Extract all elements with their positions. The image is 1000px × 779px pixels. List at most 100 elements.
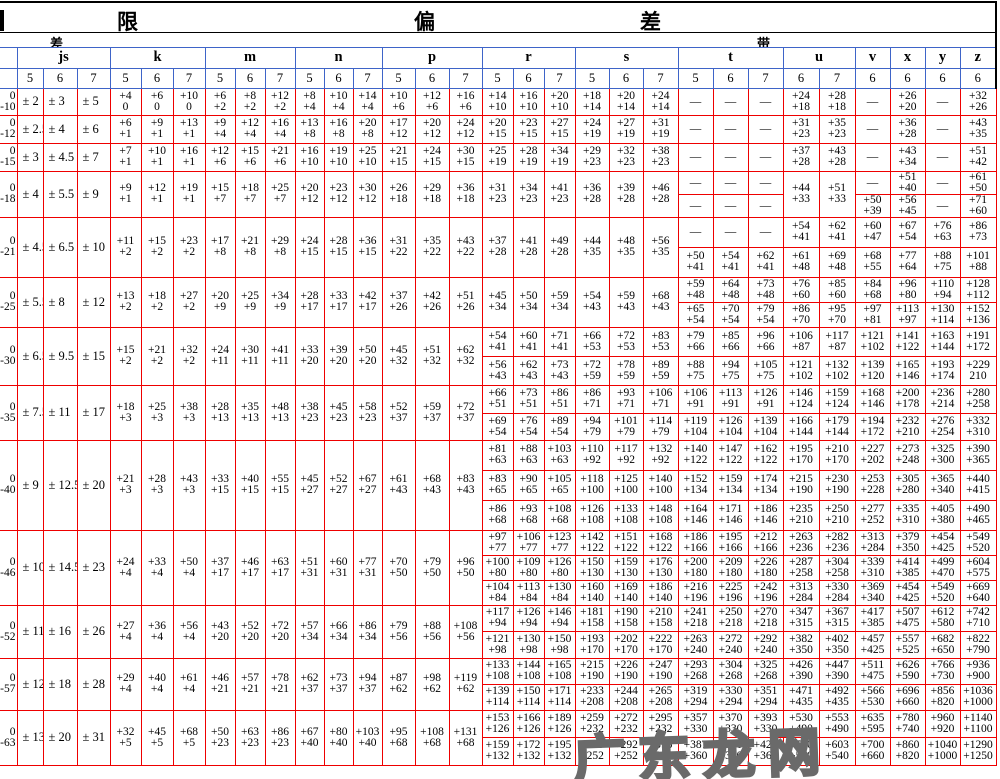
s-cell: +46 +28 [642, 170, 679, 218]
r-cell: +153 +126 [481, 709, 514, 738]
p-cell: +30 +15 [448, 142, 483, 172]
n-cell: +45 +27 [294, 439, 325, 531]
r-cell: +37 +28 [481, 216, 514, 278]
r-cell: +172 +132 [512, 736, 545, 766]
t-cell: — [747, 87, 784, 116]
y-cell: +236 +214 [924, 384, 961, 414]
t-cell: +65 +54 [677, 301, 714, 328]
y-cell: +549 +520 [924, 579, 961, 606]
r-cell: +41 +28 [512, 216, 545, 278]
r-cell: +71 +41 [543, 326, 576, 357]
m-cell: +29 +8 [264, 216, 296, 278]
v-cell: +194 +172 [854, 412, 891, 441]
deviation-row: 0-25± 5.5± 8± 12+13+2+18+2+27+2+20+9+25+… [0, 276, 997, 328]
s-cell: +169 +140 [608, 579, 644, 606]
x-cell: +77 +64 [889, 246, 926, 278]
z-cell: +742 +710 [959, 604, 997, 632]
clipped-cell: 0 -63 [0, 709, 18, 766]
k-cell: +61 +4 [172, 657, 206, 711]
k-cell: +27 +2 [172, 276, 206, 328]
k-cell: +27 +4 [109, 604, 142, 659]
x-cell: +305 +280 [889, 469, 926, 501]
k-cell: +6 +1 [109, 114, 142, 144]
r-cell: +20 +15 [481, 114, 514, 144]
s-cell: +202 +170 [608, 630, 644, 659]
k-cell: +10 +1 [140, 142, 174, 172]
js-cell: ± 3 [42, 87, 78, 116]
t-cell: +59 +48 [677, 276, 714, 303]
u-cell: +402 +350 [818, 630, 856, 659]
x-cell: +557 +525 [889, 630, 926, 659]
m-cell: +28 +13 [204, 384, 236, 441]
t-cell: +85 +66 [712, 326, 749, 357]
r-cell: +130 +84 [543, 579, 576, 606]
u-cell: +69 +48 [818, 246, 856, 278]
grade-label: 5 [109, 67, 142, 89]
v-cell: +566 +530 [854, 683, 891, 711]
n-cell: +42 +17 [352, 276, 383, 328]
z-cell: +32 +26 [959, 87, 997, 116]
x-cell: +232 +210 [889, 412, 926, 441]
z-cell: +43 +35 [959, 114, 997, 144]
r-cell: +20 +10 [543, 87, 576, 116]
js-cell: ± 20 [42, 709, 78, 766]
t-cell: +62 +41 [747, 246, 784, 278]
m-cell: +25 +9 [234, 276, 266, 328]
column-group-label-z: z [959, 46, 998, 69]
subtitle-char: 差 [50, 36, 64, 47]
clipped-cell: 0 -35 [0, 384, 18, 441]
r-cell: +113 +84 [512, 579, 545, 606]
t-cell: +319 +294 [677, 683, 714, 711]
v-cell: +369 +340 [854, 579, 891, 606]
n-cell: +24 +15 [294, 216, 325, 278]
watermark: 广东龙网 [571, 721, 836, 779]
r-cell: +28 +19 [512, 142, 545, 172]
y-cell: — [924, 193, 961, 218]
s-cell: +272 +232 [608, 709, 644, 738]
p-cell: +16 +6 [448, 87, 483, 116]
t-cell: — [747, 142, 784, 172]
s-cell: +110 +92 [574, 439, 610, 471]
n-cell: +14 +4 [352, 87, 383, 116]
u-cell: +76 +60 [782, 276, 820, 303]
r-cell: +126 +80 [543, 554, 576, 581]
m-cell: +46 +17 [234, 529, 266, 606]
r-cell: +133 +108 [481, 657, 514, 685]
p-cell: +88 +56 [414, 604, 450, 659]
z-cell: +1290 +1250 [959, 736, 997, 766]
s-cell: +132 +92 [642, 439, 679, 471]
u-cell: +31 +23 [782, 114, 820, 144]
t-cell: +113 +91 [712, 384, 749, 414]
table-subtitle-cell: 差带 [0, 32, 998, 48]
js-cell: ± 4 [42, 114, 78, 144]
m-cell: +8 +2 [234, 87, 266, 116]
t-cell: — [747, 193, 784, 218]
js-cell: ± 18 [42, 657, 78, 711]
js-cell: ± 11.5 [16, 604, 44, 659]
title-char: 差 [640, 10, 661, 32]
t-cell: +186 +146 [747, 499, 784, 531]
js-cell: ± 2.5 [16, 114, 44, 144]
y-cell: +766 +730 [924, 657, 961, 685]
p-cell: +131 +68 [448, 709, 483, 766]
u-cell: +215 +190 [782, 469, 820, 501]
r-cell: +16 +10 [512, 87, 545, 116]
u-cell: +166 +144 [782, 412, 820, 441]
m-cell: +33 +15 [204, 439, 236, 531]
k-cell: +12 +1 [140, 170, 174, 218]
m-cell: +37 +17 [204, 529, 236, 606]
x-cell: +454 +425 [889, 579, 926, 606]
n-cell: +67 +40 [294, 709, 325, 766]
js-cell: ± 6 [76, 114, 111, 144]
s-cell: +133 +108 [608, 499, 644, 531]
s-cell: +176 +130 [642, 554, 679, 581]
y-cell: — [924, 87, 961, 116]
p-cell: +29 +18 [414, 170, 450, 218]
z-cell: +128 +112 [959, 276, 997, 303]
n-cell: +23 +12 [323, 170, 354, 218]
grade-label: 5 [204, 67, 236, 89]
m-cell: +50 +23 [204, 709, 236, 766]
r-cell: +117 +94 [481, 604, 514, 632]
s-cell: +193 +170 [574, 630, 610, 659]
r-cell: +105 +65 [543, 469, 576, 501]
